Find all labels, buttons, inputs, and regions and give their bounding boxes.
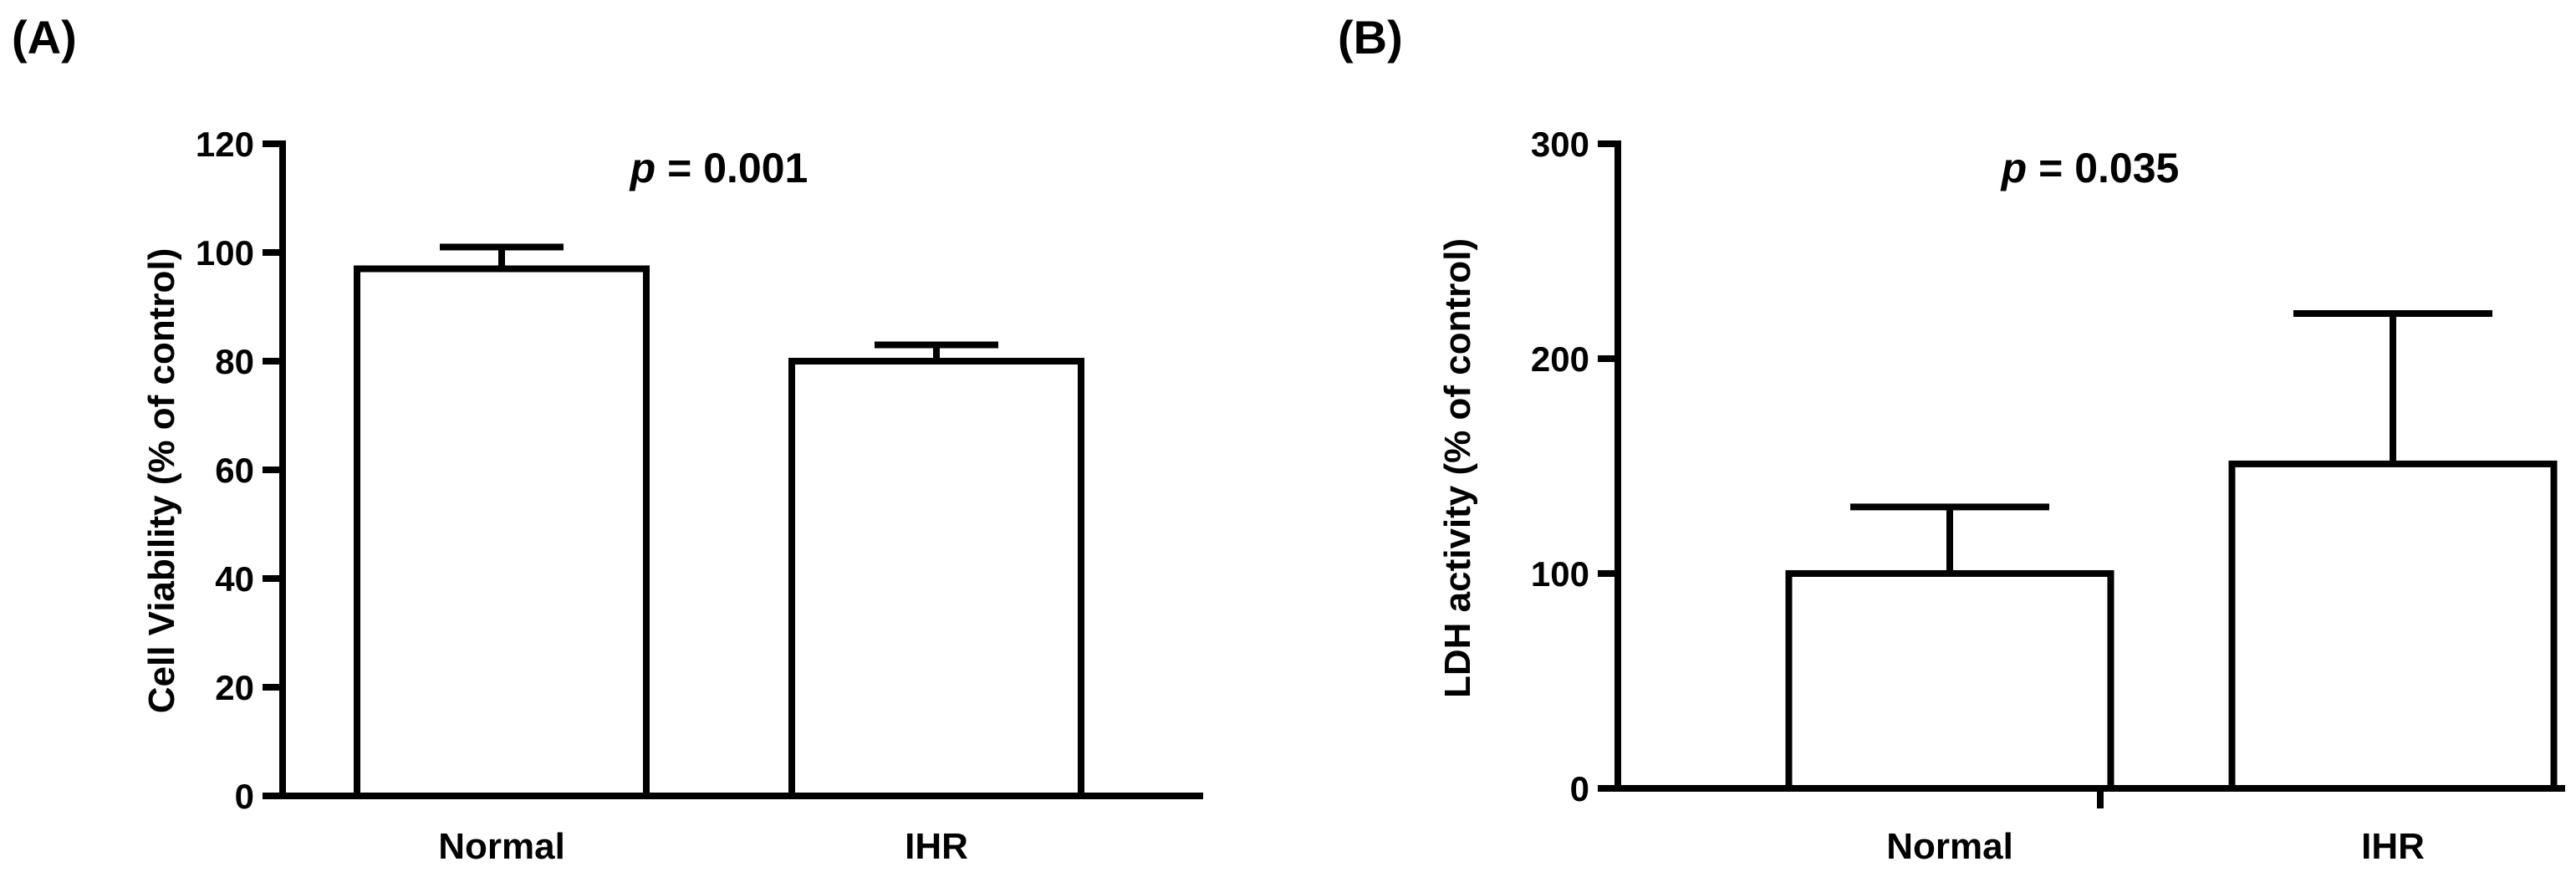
- y-tick-label-a: 0: [235, 777, 254, 816]
- p-value-annotation-b: p = 0.035: [2000, 145, 2180, 191]
- panel-label-b: (B): [1338, 11, 1403, 64]
- y-tick-label-a: 100: [196, 233, 254, 273]
- bar-b: [2228, 460, 2558, 792]
- p-symbol-a: p: [629, 145, 656, 191]
- p-value-text-a: = 0.001: [655, 145, 808, 191]
- y-axis-title-a: Cell Viability (% of control): [141, 248, 182, 714]
- bar-a: [788, 358, 1084, 799]
- plot-area-a: 0 20 40 60 80 100 120 Normal IHR: [196, 125, 1203, 867]
- category-label-a: IHR: [905, 826, 968, 867]
- y-tick-label-a: 60: [215, 451, 254, 490]
- y-tick-label-b: 100: [1531, 554, 1589, 594]
- y-tick-label-a: 80: [215, 342, 254, 381]
- panel-label-a: (A): [12, 11, 77, 64]
- chart-panel-a: (A) Cell Viability (% of control) p = 0.…: [12, 11, 1203, 867]
- y-tick-label-a: 20: [215, 668, 254, 707]
- p-value-annotation-a: p = 0.001: [629, 145, 809, 191]
- bar-a: [354, 265, 650, 799]
- y-axis-title-b: LDH activity (% of control): [1437, 238, 1478, 698]
- y-tick-label-a: 120: [196, 125, 254, 164]
- chart-panel-b: (B) LDH activity (% of control) p = 0.03…: [1338, 11, 2565, 867]
- y-tick-label-a: 40: [215, 559, 254, 599]
- category-label-b: Normal: [1886, 826, 2013, 867]
- category-label-b: IHR: [2361, 826, 2425, 867]
- y-tick-label-b: 200: [1531, 339, 1589, 379]
- plot-area-b: 0 100 200 300 Normal IHR: [1531, 125, 2565, 867]
- bar-b: [1785, 570, 2114, 792]
- y-tick-label-b: 0: [1570, 769, 1589, 808]
- p-value-text-b: = 0.035: [2027, 145, 2179, 191]
- y-tick-label-b: 300: [1531, 125, 1589, 164]
- category-label-a: Normal: [438, 826, 565, 867]
- p-symbol-b: p: [2000, 145, 2028, 191]
